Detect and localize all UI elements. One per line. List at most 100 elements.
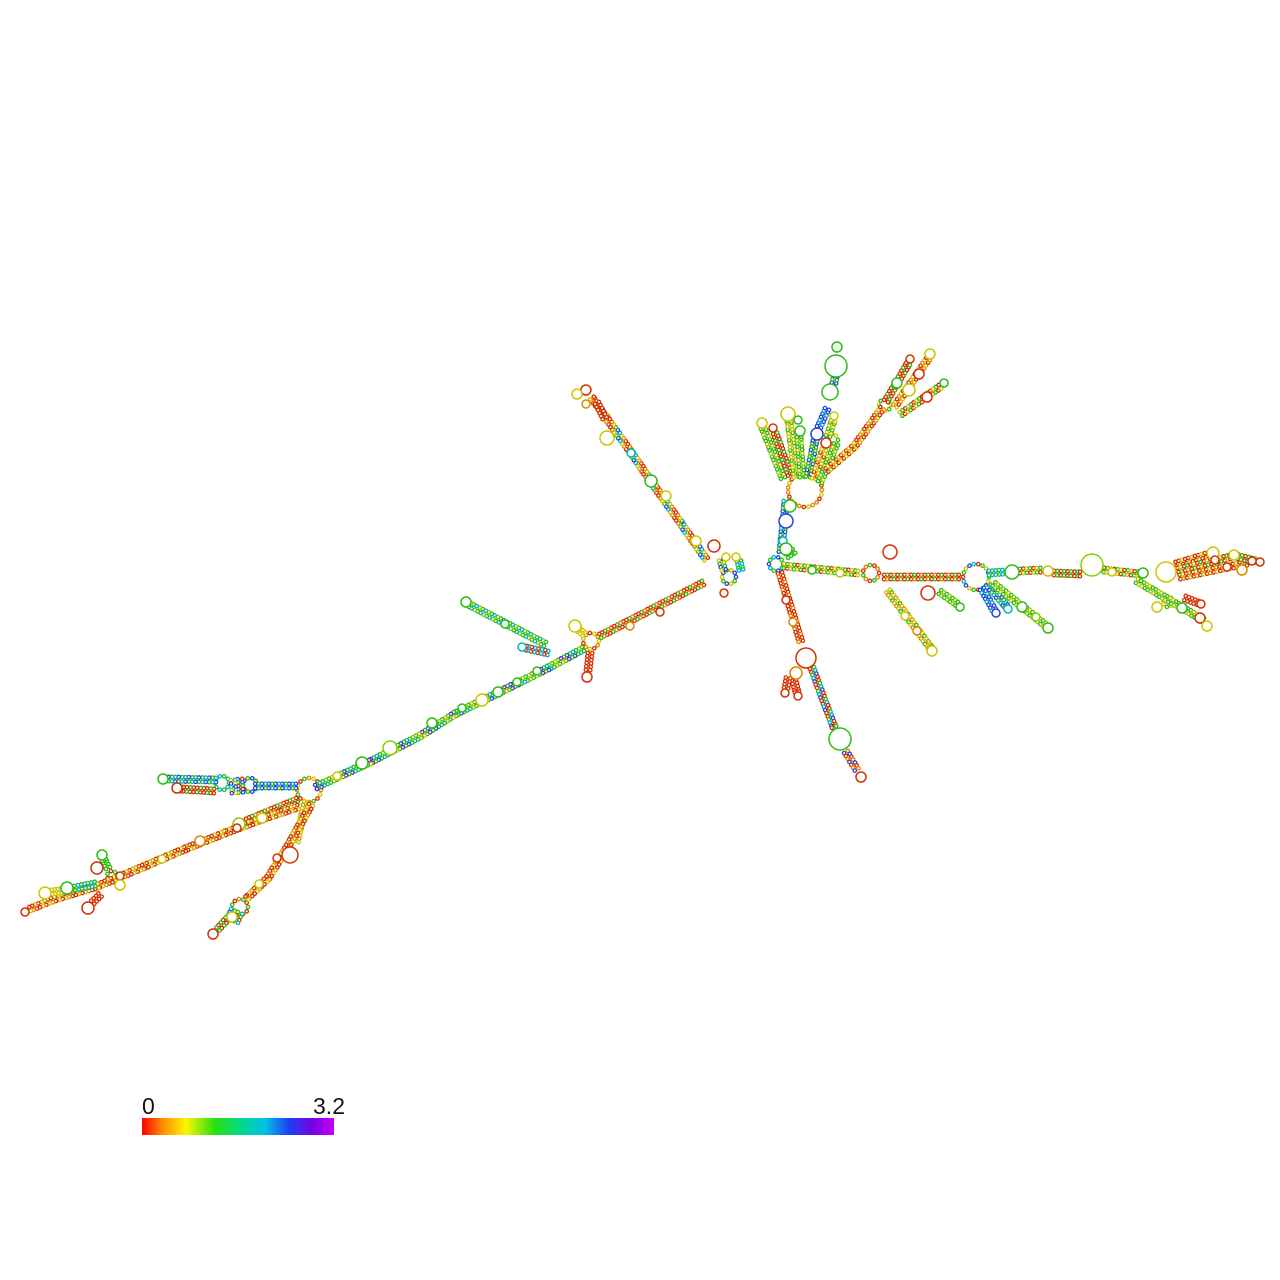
stem [235,776,246,796]
nucleotide-bead [796,503,802,509]
stem [178,784,217,796]
loop-circle [721,552,731,562]
loop-circle [778,513,794,529]
nucleotide-bead [767,565,773,571]
loop-circle [475,693,489,707]
loop-circle [905,354,915,364]
loop-circle [115,871,125,881]
nucleotide-bead [315,796,320,801]
nucleotide-bead [801,504,807,510]
nucleotide-bead [740,567,746,572]
nucleotide-bead [871,577,877,583]
nucleotide-bead [963,583,969,588]
nucleotide-bead [719,574,725,580]
junction-loop [580,630,602,652]
nucleotide-bead [591,645,597,651]
stem [881,572,962,582]
nucleotide-bead [877,404,883,410]
loop-circle [1176,602,1188,614]
loop-circle [382,740,398,756]
nucleotide-bead [985,579,991,584]
loop-circle [114,879,126,891]
nucleotide-bead [771,568,777,574]
stem [814,405,832,431]
loop-circle [207,928,219,940]
loop-circle [828,727,852,751]
loop-circle [991,608,1001,618]
loop-circle [500,619,510,629]
loop-circle [457,703,467,713]
nucleotide-bead [796,639,802,645]
nucleotide-bead [214,925,219,930]
colorbar [142,1118,334,1135]
stem [312,644,587,792]
loop-circle [272,853,282,863]
nucleotide-bead [800,638,806,644]
nucleotide-bead [956,576,962,582]
nucleotide-bead [863,564,869,570]
loop-circle [332,771,342,781]
loop-circle [568,619,582,633]
loop-circle [1155,561,1177,583]
nucleotide-bead [792,550,798,556]
nucleotide-bead [975,561,981,567]
stem [770,430,795,479]
hairpin-loops-group [20,341,1265,940]
loop-circle [807,565,817,575]
nucleotide-bead [767,557,773,563]
loop-circle [1196,599,1206,609]
nucleotide-bead [252,781,258,787]
loop-circle [1042,622,1054,634]
loop-circle [793,691,803,701]
nucleotide-bead [961,570,967,575]
nucleotide-bead [823,448,829,454]
loop-circle [256,812,268,824]
nucleotide-bead [302,776,307,782]
loop-circle [581,671,593,683]
nucleotide-bead [235,920,241,926]
loop-circle [731,552,741,562]
nucleotide-bead [298,796,303,801]
stem [228,777,239,796]
nucleotide-bead [583,667,589,673]
nucleotide-bead [960,574,966,580]
nucleotide-bead [719,568,724,573]
loop-circle [426,717,438,729]
nucleotide-bead [583,644,589,650]
loop-circle [756,417,768,429]
nucleotide-bead [229,790,235,796]
stem [72,879,98,893]
nucleotide-bead [306,775,312,781]
loop-circle [1107,567,1117,577]
stem [781,675,793,691]
junction-loop [785,470,825,510]
nucleotide-bead [886,406,892,412]
loop-circle [512,677,522,687]
loop-circle [20,907,30,917]
nucleotide-bead [855,568,861,574]
nucleotide-bead [1077,573,1083,579]
nucleotide-bead [233,790,239,796]
stem [1017,565,1043,576]
loop-circle [913,368,925,380]
nucleotide-bead [787,480,792,486]
stem [88,891,104,907]
nucleotide-bead [245,904,251,910]
loop-circle [581,399,591,409]
stem [803,438,820,480]
nucleotide-bead [598,635,604,641]
loop-circle [831,341,843,353]
nucleotide-bead [587,630,593,636]
stem [734,558,746,573]
nucleotide-bead [240,897,246,903]
loop-circle [794,425,806,437]
loop-circle [1236,564,1248,576]
loop-circle [226,911,238,923]
stem [990,579,1049,629]
nucleotide-bead [855,572,861,578]
junction-loop [719,567,739,587]
loop-circle [532,666,542,676]
colorbar-max-label: 3.2 [313,1093,345,1119]
nucleotide-bead [225,784,231,790]
